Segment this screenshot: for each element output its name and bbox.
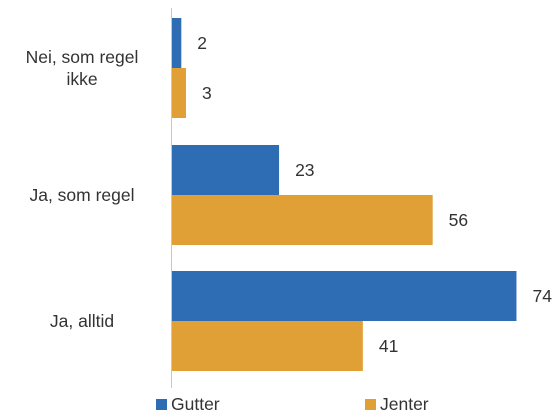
category-label-line: Nei, som regel	[26, 47, 139, 67]
legend: Gutter Jenter	[156, 394, 429, 414]
data-label-jenter-2: 41	[379, 336, 398, 356]
bar-jenter-2	[172, 321, 363, 371]
bars-group	[172, 18, 517, 371]
category-label-1: Ja, som regel	[29, 185, 134, 205]
legend-swatch-jenter	[365, 399, 376, 410]
legend-label-jenter: Jenter	[380, 394, 429, 414]
bar-jenter-0	[172, 68, 186, 118]
category-label-line: Ja, alltid	[50, 311, 114, 331]
data-label-gutter-2: 74	[532, 286, 552, 306]
bar-gutter-2	[172, 271, 517, 321]
data-label-jenter-0: 3	[202, 83, 212, 103]
legend-swatch-gutter	[156, 399, 167, 410]
category-labels: Nei, som regel ikke Ja, som regel Ja, allti…	[26, 47, 139, 331]
category-label-line: ikke	[66, 69, 97, 89]
bar-gutter-1	[172, 145, 280, 195]
legend-label-gutter: Gutter	[171, 394, 220, 414]
data-label-gutter-0: 2	[197, 33, 207, 53]
category-label-0: Nei, som regel ikke	[26, 47, 139, 89]
category-label-line: Ja, som regel	[29, 185, 134, 205]
data-label-gutter-1: 23	[295, 160, 314, 180]
category-label-2: Ja, alltid	[50, 311, 114, 331]
bar-gutter-0	[172, 18, 182, 68]
bar-jenter-1	[172, 195, 433, 245]
data-label-jenter-1: 56	[449, 210, 468, 230]
